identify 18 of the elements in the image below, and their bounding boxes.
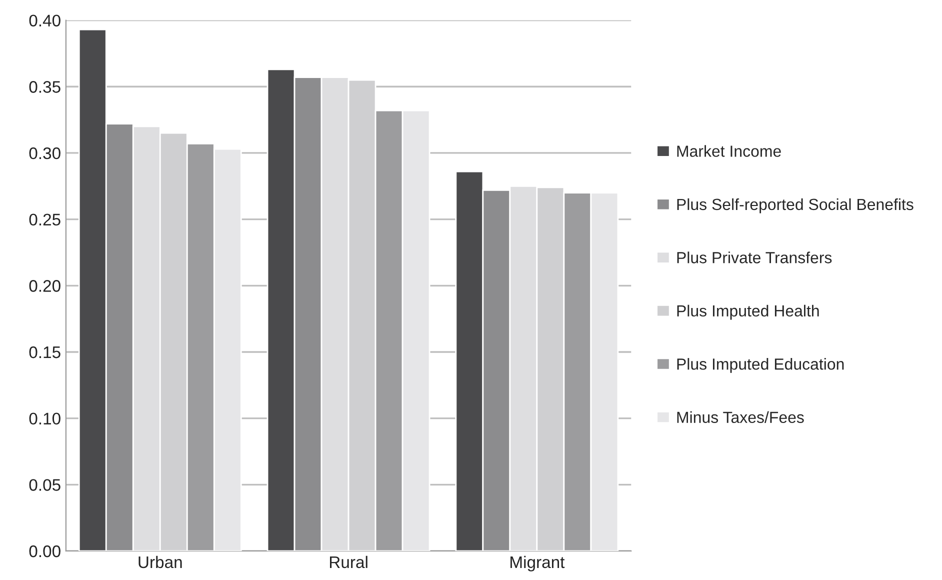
y-tick-label: 0.15 <box>29 346 60 358</box>
x-tick-label: Migrant <box>510 556 565 572</box>
x-tick-label: Urban <box>138 556 182 568</box>
legend-label: Plus Private Transfers <box>677 252 832 264</box>
legend-label: Plus Self-reported Social Benefits <box>677 198 914 214</box>
x-tick-label: Rural <box>330 556 368 568</box>
legend-label: Minus Taxes/Fees <box>677 411 804 423</box>
y-tick-label: 0.00 <box>29 545 60 558</box>
y-tick-label: 0.05 <box>29 479 60 491</box>
y-tick-label: 0.35 <box>29 81 60 93</box>
legend-label: Market Income <box>677 145 781 157</box>
legend-label: Plus Imputed Education <box>677 358 844 373</box>
y-tick-label: 0.10 <box>29 412 60 425</box>
legend-label: Plus Imputed Health <box>677 304 819 320</box>
y-tick-label: 0.25 <box>29 214 60 226</box>
y-tick-label: 0.30 <box>29 147 60 160</box>
y-tick-label: 0.40 <box>29 14 60 27</box>
y-tick-label: 0.20 <box>29 280 60 292</box>
